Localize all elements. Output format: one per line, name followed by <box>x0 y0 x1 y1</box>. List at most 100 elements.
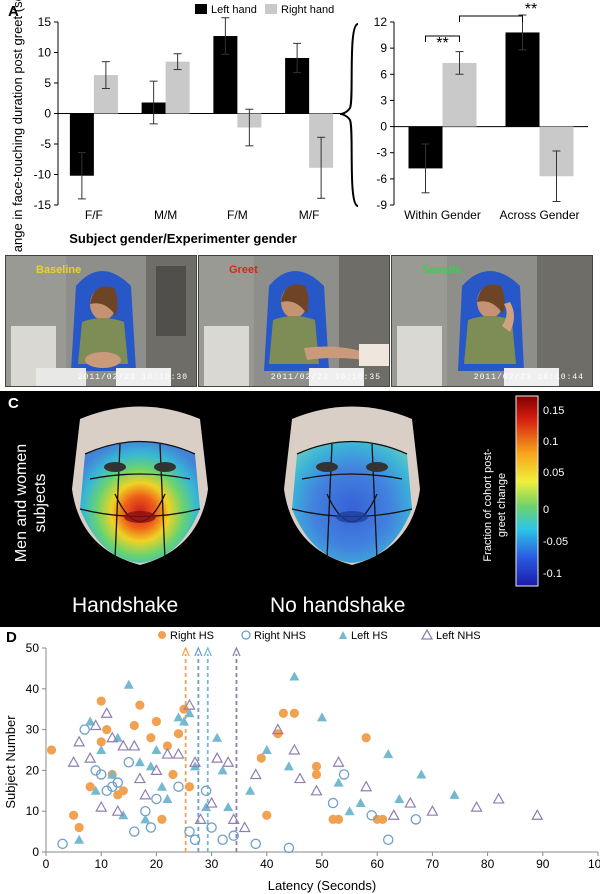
d-xtick-label: 80 <box>481 857 495 871</box>
a-left-category-label: F/M <box>227 208 248 222</box>
d-point-right-nhs <box>95 769 107 780</box>
d-point-right-hs <box>184 782 195 792</box>
legend-left-hand: Left hand <box>211 4 257 16</box>
a-left-ytick-label: 15 <box>38 15 52 29</box>
d-point-right-hs <box>135 700 145 710</box>
cb-tick-0: 0.15 <box>543 405 565 417</box>
d-point-right-nhs <box>366 810 377 821</box>
d-point-right-hs <box>74 822 84 833</box>
a-right-ytick-label: -3 <box>376 146 387 160</box>
legend-swatch-left-hand <box>195 4 207 14</box>
d-point-right-hs <box>289 708 299 718</box>
d-point-left-nhs <box>100 707 113 718</box>
d-point-left-nhs <box>73 735 86 747</box>
d-point-left-hs <box>261 745 272 754</box>
d-legend: Right HS Right NHS Left HS Left NHS <box>158 628 481 642</box>
d-point-right-hs <box>311 761 322 771</box>
a-left-ytick-label: 5 <box>44 76 51 90</box>
d-point-left-nhs <box>387 809 400 820</box>
d-point-left-hs <box>283 761 294 771</box>
a-left-category-label: M/F <box>299 208 320 222</box>
d-point-left-hs <box>449 789 460 799</box>
d-point-left-nhs <box>189 756 202 767</box>
d-point-right-nhs <box>189 834 201 846</box>
panel-b-photos: B Baseline 2011/02/23 10:10:30 <box>0 252 600 388</box>
timestamp-greet: 2011/02/23 10:10:35 <box>270 373 381 382</box>
d-point-right-nhs <box>327 797 339 809</box>
a-right-category-label: Across Gender <box>499 208 579 222</box>
d-point-left-nhs <box>95 800 108 812</box>
d-point-left-nhs <box>150 764 163 775</box>
d-point-right-nhs <box>129 826 140 837</box>
significance-stars-within: ** <box>436 35 448 52</box>
d-ytick-label: 30 <box>26 723 40 737</box>
significance-bracket-within <box>425 35 460 42</box>
d-xtick-label: 20 <box>150 857 164 871</box>
significance-bracket-across <box>459 15 523 22</box>
d-xtick-label: 40 <box>260 857 274 871</box>
legend-right-hs: Right HS <box>170 630 214 642</box>
d-point-right-nhs <box>112 777 124 788</box>
d-point-left-nhs <box>332 756 345 767</box>
d-point-left-nhs <box>222 756 235 767</box>
d-point-right-nhs <box>250 838 262 850</box>
d-point-right-nhs <box>151 793 162 805</box>
panel-a-chart: A Change in face-touching duration post … <box>8 0 588 252</box>
d-point-right-nhs <box>217 834 228 846</box>
d-point-left-nhs <box>531 809 544 820</box>
legend-marker-right-hs <box>158 631 166 639</box>
d-point-left-nhs <box>194 813 207 824</box>
d-point-right-hs <box>333 814 344 824</box>
timestamp-sample: 2011/02/23 10:10:44 <box>473 373 584 382</box>
legend-marker-left-hs <box>339 631 347 639</box>
a-left-ytick-label: -10 <box>34 168 52 182</box>
photo-label-greet: Greet <box>229 264 258 276</box>
d-ytick-label: 0 <box>32 845 39 859</box>
c-side-label: Men and women subjects <box>13 443 49 563</box>
d-point-right-hs <box>157 814 167 824</box>
d-point-right-hs <box>378 814 388 824</box>
d-point-right-hs <box>311 769 322 780</box>
d-point-left-nhs <box>161 747 174 759</box>
d-point-left-hs <box>317 712 327 722</box>
d-mean-arrow <box>203 646 212 657</box>
d-point-left-nhs <box>211 751 224 763</box>
d-point-left-nhs <box>111 804 124 816</box>
d-point-left-hs <box>96 745 107 754</box>
d-point-left-nhs <box>67 756 80 767</box>
d-point-right-nhs <box>283 842 295 854</box>
d-point-left-nhs <box>404 796 417 808</box>
photo-greet: Greet 2011/02/23 10:10:35 <box>198 255 390 387</box>
a-right-ytick-label: 0 <box>380 120 387 134</box>
d-point-right-nhs <box>382 834 394 846</box>
d-point-left-hs <box>145 761 156 771</box>
d-point-left-nhs <box>128 739 141 751</box>
photo-baseline: Baseline 2011/02/23 10:10:30 <box>5 255 197 387</box>
cb-tick-4: -0.05 <box>543 536 569 548</box>
photo-label-sample: Sample <box>422 264 462 276</box>
d-point-left-hs <box>201 802 212 812</box>
d-plot: 0 10 20 30 40 50 0 10 20 30 40 50 60 70 80 90 100 <box>26 641 600 871</box>
d-point-left-nhs <box>139 788 152 800</box>
a-left-plot: 15 10 5 0 -5 -10 -15 F/F M/M F/M M/F <box>34 15 345 222</box>
d-point-right-hs <box>118 786 128 796</box>
d-point-left-nhs <box>271 723 284 735</box>
legend-marker-left-nhs <box>420 628 434 640</box>
d-point-right-hs <box>129 720 139 731</box>
d-point-left-hs <box>394 793 405 803</box>
d-point-left-hs <box>223 802 234 812</box>
d-mean-arrow <box>232 646 241 657</box>
a-right-ytick-label: 12 <box>374 15 388 29</box>
d-point-left-hs <box>85 716 96 726</box>
legend-swatch-right-hand <box>265 4 277 14</box>
a-right-ytick-label: -9 <box>376 198 387 212</box>
d-point-left-nhs <box>133 772 146 784</box>
photo-sample: Sample 2011/02/23 10:10:44 <box>391 255 593 387</box>
a-left-ytick-label: 0 <box>44 107 51 121</box>
d-point-left-nhs <box>205 796 218 808</box>
d-point-left-nhs <box>310 784 323 796</box>
a-left-category-label: F/F <box>85 208 103 222</box>
d-point-left-hs <box>416 769 427 779</box>
cb-tick-3: 0 <box>543 504 550 516</box>
cb-tick-5: -0.1 <box>543 568 562 580</box>
